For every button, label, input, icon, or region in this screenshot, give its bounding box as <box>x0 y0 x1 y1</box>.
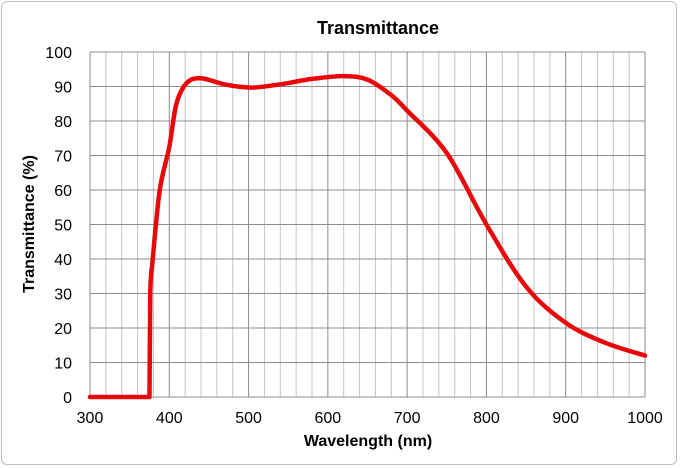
y-tick-label: 0 <box>63 390 72 407</box>
x-tick-label: 500 <box>235 410 262 427</box>
x-tick-label: 800 <box>473 410 500 427</box>
y-axis-label: Transmittance (%) <box>21 155 38 293</box>
y-tick-label: 90 <box>54 80 72 97</box>
y-tick-label: 50 <box>54 218 72 235</box>
x-tick-label: 900 <box>552 410 579 427</box>
x-tick-label: 1000 <box>627 410 663 427</box>
y-tick-label: 10 <box>54 356 72 373</box>
y-tick-label: 100 <box>45 45 72 62</box>
x-tick-label: 400 <box>156 410 183 427</box>
x-tick-label: 600 <box>315 410 342 427</box>
series-line <box>87 73 648 400</box>
y-tick-label: 60 <box>54 183 72 200</box>
x-axis-label: Wavelength (nm) <box>304 433 432 450</box>
y-tick-label: 70 <box>54 149 72 166</box>
y-tick-label: 80 <box>54 114 72 131</box>
x-tick-label: 700 <box>394 410 421 427</box>
y-tick-label: 30 <box>54 287 72 304</box>
y-tick-label: 40 <box>54 252 72 269</box>
y-tick-label: 20 <box>54 321 72 338</box>
x-tick-label: 300 <box>77 410 104 427</box>
chart-title: Transmittance <box>317 18 439 38</box>
